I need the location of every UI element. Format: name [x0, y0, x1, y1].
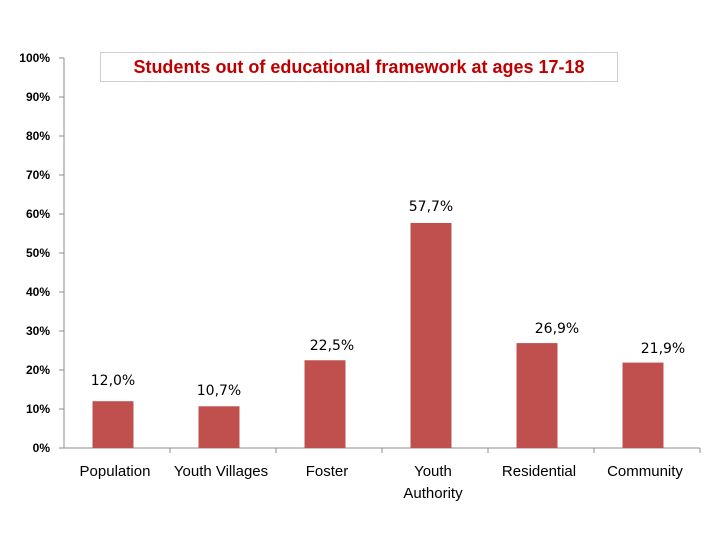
bar [516, 343, 558, 448]
y-tick-label: 40% [26, 285, 50, 299]
data-label: 57,7% [409, 199, 453, 215]
data-label: 26,9% [535, 321, 579, 337]
y-tick-label: 30% [26, 324, 50, 338]
y-tick-label: 90% [26, 90, 50, 104]
category-label: Population [80, 463, 151, 480]
y-tick-label: 20% [26, 363, 50, 377]
y-tick-label: 100% [19, 51, 50, 65]
category-label: Community [607, 463, 683, 480]
category-labels: Population Youth Villages Foster Youth Autho… [80, 463, 684, 502]
data-label: 10,7% [197, 383, 241, 399]
chart-title: Students out of educational framework at… [100, 52, 618, 82]
y-tick-label: 0% [33, 441, 51, 455]
category-label: Residential [502, 463, 576, 480]
data-label: 22,5% [310, 338, 354, 354]
category-label: Youth Villages [174, 463, 268, 480]
category-label: Youth [414, 463, 452, 480]
y-tick-label: 10% [26, 402, 50, 416]
bar [622, 362, 664, 448]
data-label: 21,9% [641, 341, 685, 357]
category-label: Authority [403, 485, 463, 502]
category-label: Foster [306, 463, 349, 480]
bar [410, 222, 452, 448]
data-labels: 12,0% 10,7% 22,5% 57,7% 26,9% 21,9% [91, 199, 685, 399]
y-tick-label: 80% [26, 129, 50, 143]
data-label: 12,0% [91, 373, 135, 389]
bars [92, 222, 664, 448]
y-tick-label: 70% [26, 168, 50, 182]
bar [304, 360, 346, 448]
y-tick-label: 60% [26, 207, 50, 221]
y-tick-label: 50% [26, 246, 50, 260]
axes: 0% 10% 20% 30% 40% 50% 60% 70% 80% 90% 100% [19, 51, 701, 455]
bar [92, 401, 134, 448]
bar [198, 406, 240, 448]
